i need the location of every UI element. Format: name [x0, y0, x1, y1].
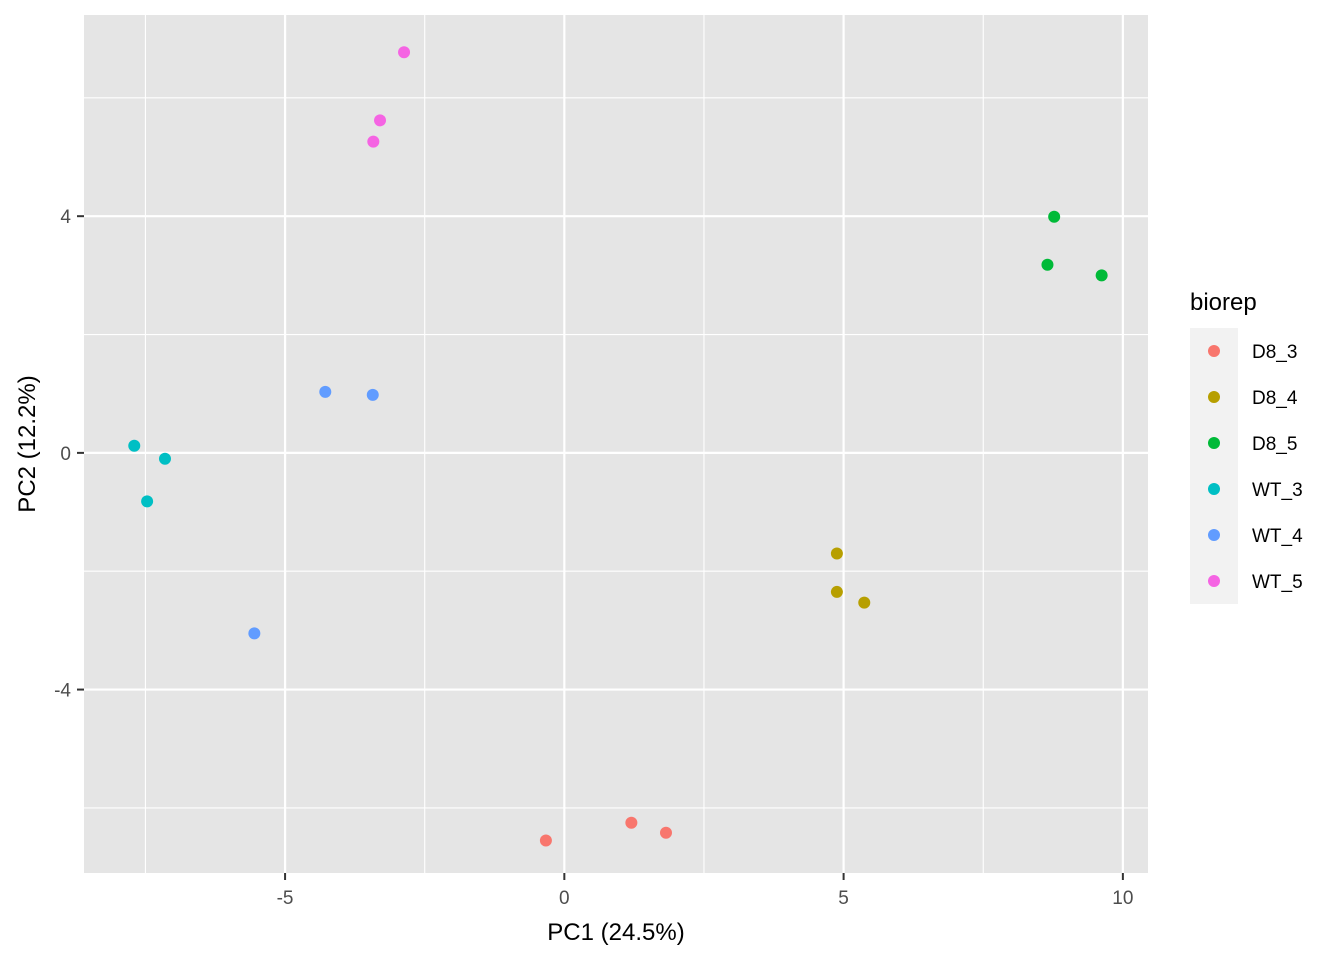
legend-label: WT_5 [1252, 572, 1303, 593]
data-point-wt-4 [319, 385, 332, 398]
legend-label: D8_5 [1252, 434, 1297, 455]
data-point-wt-5 [398, 46, 411, 59]
axes: -5 0 5 10 -4 0 4 [54, 207, 1133, 909]
legend-key-d8-5 [1208, 437, 1220, 449]
data-point-d8-4 [858, 596, 871, 609]
legend-key-d8-4 [1208, 391, 1220, 403]
y-tick-label: -4 [54, 681, 71, 702]
legend-label: D8_3 [1252, 342, 1297, 363]
legend-label: WT_3 [1252, 480, 1303, 501]
minor-gridlines [84, 15, 1148, 873]
data-point-wt-4 [248, 627, 261, 640]
major-gridlines [84, 15, 1148, 873]
x-tick-label: 5 [838, 888, 849, 909]
legend: biorep D8_3 D8_4 D8_5 WT_3 WT_4 WT_5 [1190, 289, 1303, 604]
legend-label: D8_4 [1252, 388, 1298, 409]
data-point-wt-3 [128, 439, 141, 452]
legend-key-d8-3 [1208, 345, 1220, 357]
legend-key-wt-5 [1208, 575, 1220, 587]
data-point-d8-3 [659, 826, 672, 839]
y-tick-label: 4 [60, 207, 71, 228]
data-point-d8-4 [830, 585, 843, 598]
x-axis-title: PC1 (24.5%) [547, 919, 684, 946]
data-point-wt-3 [158, 452, 171, 465]
y-tick-label: 0 [60, 444, 71, 465]
data-points [128, 46, 1108, 847]
x-tick-label: 0 [559, 888, 570, 909]
data-point-d8-5 [1041, 258, 1054, 271]
legend-title: biorep [1190, 289, 1257, 316]
data-point-wt-5 [374, 114, 387, 127]
data-point-wt-5 [367, 135, 380, 148]
legend-key-wt-4 [1208, 529, 1220, 541]
data-point-wt-4 [366, 388, 379, 401]
x-tick-label: 10 [1112, 888, 1133, 909]
legend-items: D8_3 D8_4 D8_5 WT_3 WT_4 WT_5 [1208, 342, 1303, 593]
data-point-d8-4 [830, 547, 843, 560]
data-point-wt-3 [141, 495, 154, 508]
y-axis-title: PC2 (12.2%) [14, 375, 41, 512]
data-point-d8-5 [1095, 269, 1108, 282]
data-point-d8-3 [625, 816, 638, 829]
legend-key-background [1190, 328, 1238, 604]
legend-key-wt-3 [1208, 483, 1220, 495]
data-point-d8-5 [1048, 210, 1061, 223]
x-tick-label: -5 [277, 888, 294, 909]
data-point-d8-3 [539, 834, 552, 847]
plot-panel [84, 15, 1148, 873]
legend-label: WT_4 [1252, 526, 1303, 547]
